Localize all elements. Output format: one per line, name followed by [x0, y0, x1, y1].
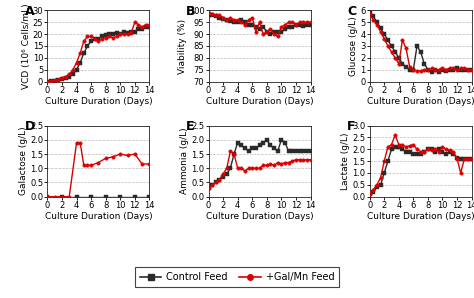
X-axis label: Culture Duration (Days): Culture Duration (Days) — [206, 97, 313, 106]
Text: F: F — [347, 120, 356, 133]
Text: A: A — [25, 5, 35, 18]
Y-axis label: Lactate (g/L): Lactate (g/L) — [341, 132, 350, 190]
X-axis label: Culture Duration (Days): Culture Duration (Days) — [45, 97, 152, 106]
X-axis label: Culture Duration (Days): Culture Duration (Days) — [45, 212, 152, 221]
Y-axis label: Galactose (g/L): Galactose (g/L) — [19, 127, 28, 195]
Text: B: B — [186, 5, 196, 18]
X-axis label: Culture Duration (Days): Culture Duration (Days) — [206, 212, 313, 221]
Y-axis label: Ammonia (g/L): Ammonia (g/L) — [180, 128, 189, 195]
Text: E: E — [186, 120, 195, 133]
X-axis label: Culture Duration (Days): Culture Duration (Days) — [367, 212, 474, 221]
Legend: Control Feed, +Gal/Mn Feed: Control Feed, +Gal/Mn Feed — [135, 268, 339, 287]
Y-axis label: VCD (10⁶ Cells/mL): VCD (10⁶ Cells/mL) — [21, 3, 30, 89]
Text: D: D — [25, 120, 35, 133]
Y-axis label: Glucose (g/L): Glucose (g/L) — [349, 16, 358, 76]
Text: C: C — [347, 5, 356, 18]
X-axis label: Culture Duration (Days): Culture Duration (Days) — [367, 97, 474, 106]
Y-axis label: Viability (%): Viability (%) — [178, 18, 187, 74]
